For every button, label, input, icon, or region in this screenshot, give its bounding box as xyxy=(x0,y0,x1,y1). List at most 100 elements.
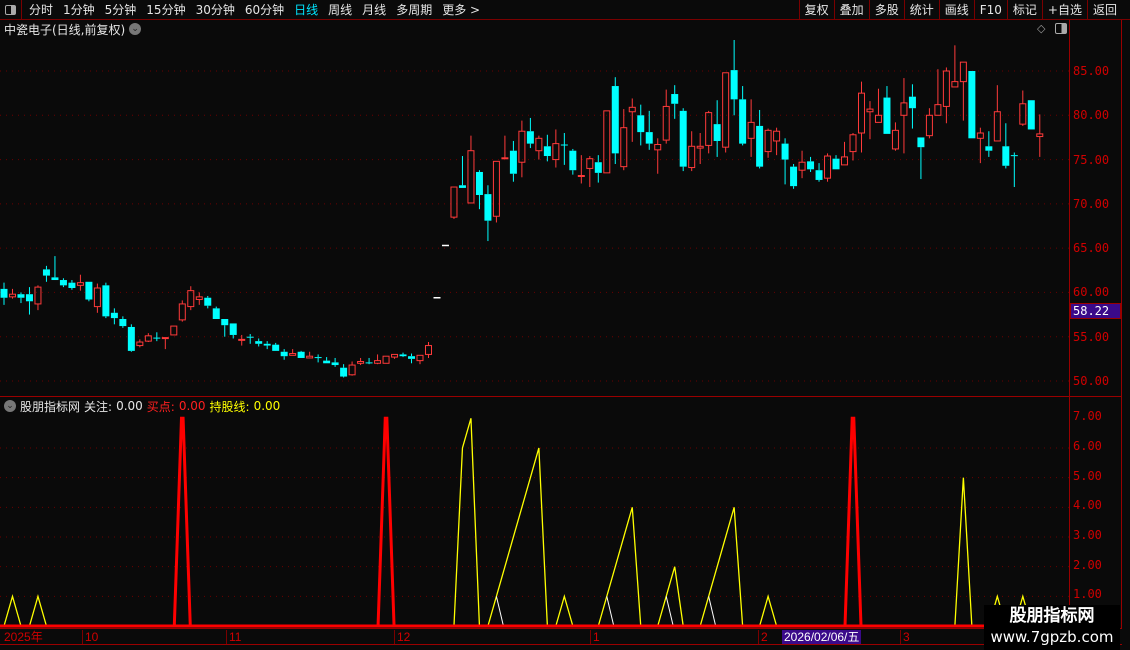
candle xyxy=(492,160,500,223)
candle xyxy=(739,86,747,146)
candle xyxy=(620,109,628,171)
chevron-down-icon[interactable]: ⌄ xyxy=(129,23,142,35)
candle xyxy=(645,110,653,150)
toolbar-button-3[interactable]: 统计 xyxy=(903,0,939,20)
toolbar-button-7[interactable]: +自选 xyxy=(1041,0,1087,20)
tab-period-8[interactable]: 月线 xyxy=(362,3,387,17)
candle xyxy=(263,341,271,350)
indicator-tick-label: 7.00 xyxy=(1073,409,1102,424)
tab-period-5[interactable]: 60分钟 xyxy=(244,3,285,17)
candle xyxy=(535,135,543,160)
watch-mark xyxy=(606,596,615,627)
panel-toggle-icon[interactable] xyxy=(0,0,22,20)
candle xyxy=(1027,100,1035,130)
candle xyxy=(968,71,976,139)
time-label: 12 xyxy=(394,630,410,644)
candle xyxy=(17,292,25,304)
candle xyxy=(229,323,237,339)
chart-title-bar: 中瓷电子(日线,前复权) ⌄ xyxy=(4,21,142,37)
tab-period-7[interactable]: 周线 xyxy=(328,3,353,17)
candle xyxy=(102,282,110,319)
candle xyxy=(730,40,738,116)
candle xyxy=(934,69,942,116)
candle xyxy=(450,186,458,219)
indicator-tick-label: 2.00 xyxy=(1073,557,1102,572)
toolbar-button-5[interactable]: F10 xyxy=(973,0,1007,20)
candle xyxy=(790,163,798,189)
toolbar-button-2[interactable]: 多股 xyxy=(868,0,904,20)
candle xyxy=(705,110,713,154)
candle xyxy=(883,86,891,134)
tab-period-3[interactable]: 15分钟 xyxy=(146,3,186,17)
panel-toggle-icon[interactable] xyxy=(1055,23,1067,34)
candle xyxy=(713,100,721,157)
tab-period-0[interactable]: 分时 xyxy=(29,3,54,17)
candle xyxy=(408,353,416,364)
candle xyxy=(85,281,93,302)
tab-period-2[interactable]: 5分钟 xyxy=(104,3,137,17)
candle xyxy=(416,354,424,365)
candle xyxy=(255,338,263,347)
candle xyxy=(221,318,229,337)
candle xyxy=(34,285,42,311)
candle xyxy=(951,45,959,88)
candle xyxy=(993,85,1001,142)
toolbar-button-1[interactable]: 叠加 xyxy=(833,0,869,20)
watermark-title: 股朋指标网 xyxy=(1009,606,1095,626)
candle xyxy=(153,332,161,342)
candle xyxy=(798,150,806,179)
time-axis: 2025年 10 11 12 1 2 2026/02/06/五 3 xyxy=(0,628,1122,645)
candle xyxy=(1019,90,1027,126)
period-tabs: 分时 1分钟 5分钟 15分钟 30分钟 60分钟 日线 周线 月线 多周期 更多 > xyxy=(22,1,485,18)
chevron-down-icon[interactable]: ⌄ xyxy=(4,400,16,412)
candle xyxy=(654,138,662,174)
price-tick-label: 80.00 xyxy=(1073,108,1110,123)
candle xyxy=(391,353,399,359)
candle xyxy=(747,99,755,157)
tab-period-9[interactable]: 多周期 xyxy=(396,3,433,17)
candle xyxy=(458,156,466,188)
candle xyxy=(925,108,933,139)
tab-period-6[interactable]: 日线 xyxy=(294,3,319,17)
side-strip-line xyxy=(1121,20,1122,628)
price-axis-line xyxy=(1069,20,1070,628)
candle xyxy=(959,61,967,121)
candlestick-chart[interactable] xyxy=(0,37,1069,396)
candle xyxy=(467,135,475,204)
indicator-chart[interactable] xyxy=(0,414,1069,628)
tab-period-4[interactable]: 30分钟 xyxy=(195,3,235,17)
candle xyxy=(866,101,874,140)
time-label: 10 xyxy=(82,630,98,644)
watch-label: 关注: xyxy=(84,399,113,414)
candle xyxy=(357,357,365,366)
candle xyxy=(900,78,908,154)
candle xyxy=(976,127,984,164)
watch-mark xyxy=(708,596,717,627)
diamond-icon[interactable]: ◇ xyxy=(1037,22,1046,35)
tab-period-10[interactable]: 更多 > xyxy=(442,3,481,17)
toolbar-button-6[interactable]: 标记 xyxy=(1006,0,1042,20)
candle xyxy=(628,98,636,142)
candle xyxy=(340,364,348,378)
tab-period-1[interactable]: 1分钟 xyxy=(63,3,95,17)
candle xyxy=(280,349,288,360)
candle xyxy=(781,138,789,185)
candle xyxy=(0,282,8,305)
toolbar-button-4[interactable]: 画线 xyxy=(938,0,974,20)
candle xyxy=(807,156,815,172)
candle xyxy=(543,134,551,162)
candle xyxy=(425,342,432,358)
candle xyxy=(238,334,246,346)
toolbar-button-0[interactable]: 复权 xyxy=(798,0,834,20)
candle xyxy=(662,89,670,144)
period-toolbar: 分时 1分钟 5分钟 15分钟 30分钟 60分钟 日线 周线 月线 多周期 更多 > 复权 叠加 多股… xyxy=(0,0,1130,20)
panel-divider[interactable] xyxy=(0,396,1122,397)
candle xyxy=(25,287,33,315)
candle xyxy=(509,140,517,182)
candle xyxy=(195,292,203,305)
candle xyxy=(569,148,577,175)
candle xyxy=(1010,152,1018,188)
candle xyxy=(874,88,882,123)
buy-label: 买点: xyxy=(146,399,175,414)
toolbar-button-8[interactable]: 返回 xyxy=(1086,0,1122,20)
